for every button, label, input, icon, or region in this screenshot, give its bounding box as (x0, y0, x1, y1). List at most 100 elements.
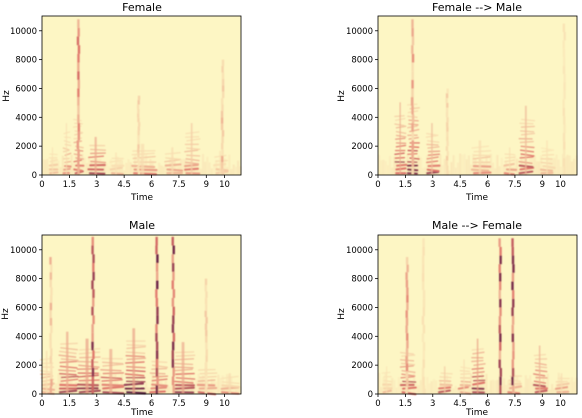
high-frequency-spike (446, 126, 449, 132)
x-tick-label: 7.5 (172, 180, 186, 190)
spectrogram-noise-cell (63, 168, 67, 175)
spectrogram-noise-cell (542, 374, 545, 394)
harmonic-streak (152, 375, 169, 378)
high-frequency-spike (155, 236, 158, 246)
spectrogram-noise-cell (219, 378, 222, 394)
x-tick-label: 1.5 (63, 399, 77, 409)
high-frequency-spike (512, 350, 515, 360)
high-frequency-spike (563, 74, 566, 83)
burst-column (513, 369, 515, 394)
spectrogram-noise-cell (83, 157, 86, 175)
high-frequency-spike (422, 238, 425, 247)
harmonic-streak (78, 351, 101, 355)
high-frequency-spike (204, 368, 208, 375)
high-frequency-spike (155, 350, 159, 360)
harmonic-streak (199, 375, 217, 379)
y-tick-label: 2000 (15, 361, 37, 371)
high-frequency-spike (422, 324, 426, 334)
harmonic-streak (126, 365, 146, 369)
spectrogram-noise-cell (215, 160, 218, 175)
harmonic-streak (126, 357, 147, 361)
high-frequency-spike (205, 317, 208, 324)
y-tick-label: 4000 (351, 332, 373, 342)
high-frequency-spike (562, 99, 565, 108)
spectrogram-noise-cell (529, 375, 532, 394)
spectrogram-noise-cell (81, 153, 84, 175)
spectrogram-noise-cell (415, 383, 418, 394)
y-tick-label: 2000 (351, 361, 373, 371)
high-frequency-spike (446, 102, 449, 108)
high-frequency-spike (137, 95, 141, 101)
spectrogram-noise-cell (518, 168, 521, 175)
spectrogram-noise-cell (505, 160, 508, 175)
spectrogram-noise-cell (540, 155, 543, 175)
spectrogram-noise-cell (502, 165, 506, 175)
spectrogram-noise-cell (173, 160, 176, 175)
high-frequency-spike (155, 367, 159, 377)
spectrogram-noise-cell (98, 373, 102, 394)
high-frequency-spike (499, 342, 502, 351)
spectrogram-noise-cell (443, 158, 446, 175)
high-frequency-spike (405, 279, 409, 288)
burst-column (228, 373, 231, 394)
spectrogram-noise-cell (112, 165, 115, 175)
high-frequency-spike (411, 62, 414, 72)
spectrogram-noise-cell (452, 388, 455, 394)
x-tick-label: 4.5 (117, 399, 131, 409)
high-frequency-spike (137, 139, 140, 145)
spectrogram-noise-cell (533, 385, 536, 394)
spectrogram-noise-cell (226, 373, 229, 394)
panel-title: Female --> Male (432, 1, 522, 14)
high-frequency-spike (205, 291, 208, 298)
high-frequency-spike (411, 88, 414, 98)
spectrogram-panel-male: Male 0 2000 4000 6000 8000 10000 0 1.5 3 4.5 6 7.5… (1, 219, 242, 418)
spectrogram-noise-cell (129, 162, 132, 175)
harmonic-streak (472, 371, 485, 374)
high-frequency-spike (91, 332, 94, 342)
spectrogram-noise-cell (204, 161, 207, 175)
spectrogram-noise-cell (123, 170, 126, 175)
high-frequency-spike (411, 71, 414, 80)
x-tick-label: 10 (555, 180, 566, 190)
spectrogram-noise-cell (228, 154, 231, 175)
high-frequency-spike (221, 168, 225, 175)
high-frequency-spike (221, 85, 225, 92)
high-frequency-spike (220, 123, 224, 131)
high-frequency-spike (512, 298, 515, 308)
spectrogram-marks (42, 19, 242, 176)
spectrogram-noise-cell (526, 164, 530, 175)
high-frequency-spike (77, 131, 81, 141)
spectrogram-noise-cell (399, 168, 403, 175)
spectrogram-noise-cell (153, 169, 156, 175)
high-frequency-spike (49, 302, 53, 311)
high-frequency-spike (92, 315, 95, 325)
harmonic-streak (408, 146, 420, 149)
high-frequency-spike (563, 31, 566, 41)
spectrogram-noise-cell (123, 388, 126, 394)
spectrogram-noise-cell (434, 163, 438, 175)
burst-column (115, 152, 117, 175)
spectrogram-noise-cell (144, 153, 148, 175)
spectrogram-noise-cell (118, 387, 121, 394)
high-frequency-spike (171, 254, 174, 264)
high-frequency-spike (156, 306, 159, 316)
high-frequency-spike (172, 245, 175, 255)
harmonic-streak (125, 391, 147, 395)
high-frequency-spike (421, 255, 425, 265)
harmonic-streak (49, 171, 59, 175)
spectrogram-noise-cell (386, 165, 389, 175)
burst-column (51, 147, 54, 175)
x-tick-label: 10 (555, 399, 566, 409)
high-frequency-spike (498, 316, 502, 325)
spectrogram-noise-cell (103, 386, 106, 394)
spectrogram-noise-cell (421, 167, 425, 175)
high-frequency-spike (422, 350, 426, 360)
y-axis-ticks: 0 2000 4000 6000 8000 10000 (346, 246, 378, 400)
high-frequency-spike (137, 122, 141, 127)
spectrogram-noise-cell (568, 380, 571, 394)
spectrogram-noise-cell (496, 379, 499, 394)
high-frequency-spike (92, 271, 95, 281)
high-frequency-spike (171, 359, 175, 368)
burst-column (476, 338, 479, 394)
